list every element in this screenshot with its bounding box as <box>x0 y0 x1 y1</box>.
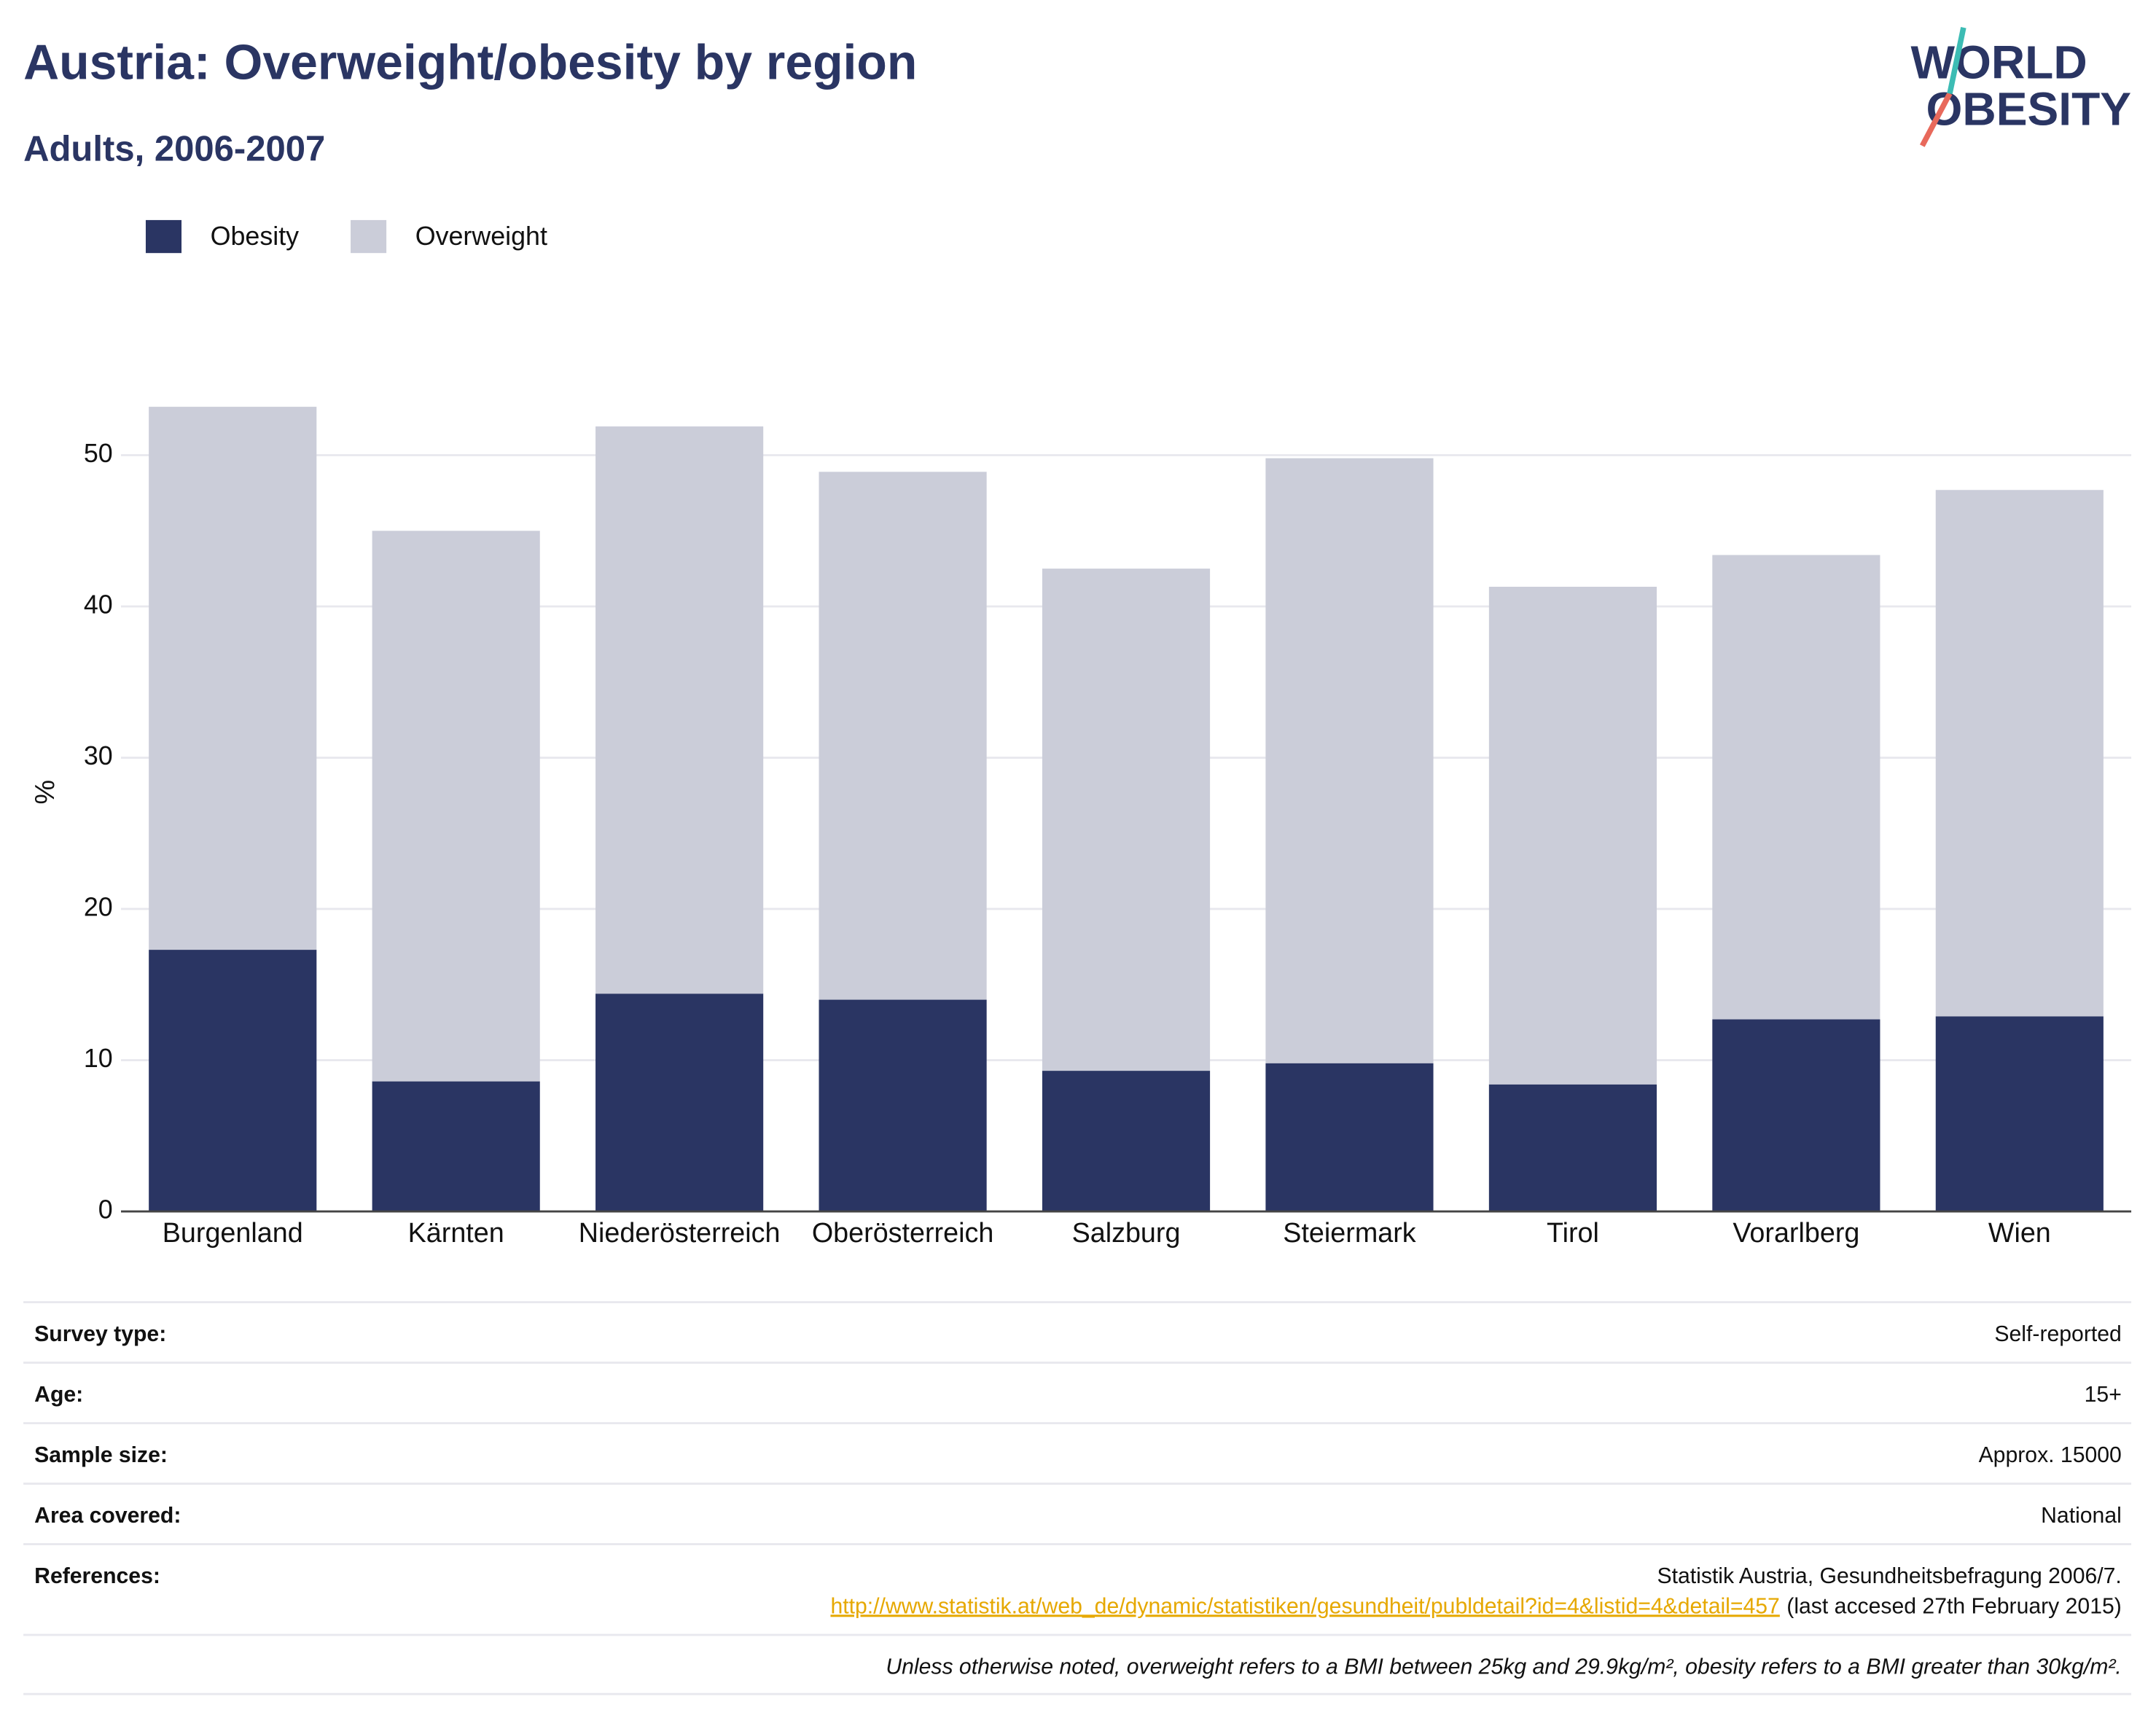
legend-label: Overweight <box>415 222 547 251</box>
bar-segment <box>1488 587 1657 1085</box>
footnote: Unless otherwise noted, overweight refer… <box>886 1655 2122 1679</box>
logo-line: OBESITY <box>1926 83 2132 136</box>
row-label: Area covered: <box>34 1504 181 1528</box>
x-tick-label: Steiermark <box>1283 1217 1415 1248</box>
bar-segment <box>819 999 987 1212</box>
legend-swatch <box>145 219 182 254</box>
legend-label: Obesity <box>211 222 300 251</box>
reference-suffix: (last accesed 27th February 2015) <box>1786 1594 2122 1618</box>
reference-text: Statistik Austria, Gesundheitsbefragung … <box>1657 1564 2121 1588</box>
y-tick-label: 40 <box>84 590 113 619</box>
y-tick-label: 20 <box>84 893 113 922</box>
x-tick-label: Tirol <box>1547 1217 1599 1248</box>
row-value: National <box>2041 1504 2122 1528</box>
y-tick-label: 0 <box>98 1195 113 1225</box>
bar-segment <box>1935 1016 2104 1212</box>
bar-segment <box>1265 1063 1434 1212</box>
row-label: Survey type: <box>34 1322 166 1346</box>
chart-subtitle: Adults, 2006-2007 <box>23 130 325 169</box>
x-tick-label: Vorarlberg <box>1733 1217 1859 1248</box>
row-label: Sample size: <box>34 1443 168 1467</box>
x-tick-label: Niederösterreich <box>579 1217 781 1248</box>
bar-segment <box>1265 458 1434 1063</box>
row-value: Approx. 15000 <box>1979 1443 2122 1467</box>
row-value: 15+ <box>2085 1383 2122 1407</box>
bar-segment <box>1712 555 1880 1020</box>
bar-segment <box>1042 569 1211 1071</box>
bar-segment <box>1712 1019 1880 1212</box>
row-value: Self-reported <box>1994 1322 2121 1346</box>
x-tick-label: Kärnten <box>408 1217 504 1248</box>
row-label: Age: <box>34 1383 83 1407</box>
bar-segment <box>819 472 987 1000</box>
logo-line: WORLD <box>1910 36 2087 89</box>
bar-segment <box>149 407 317 950</box>
y-tick-label: 30 <box>84 741 113 770</box>
x-tick-label: Burgenland <box>163 1217 303 1248</box>
x-tick-label: Wien <box>1988 1217 2051 1248</box>
bar-segment <box>1042 1071 1211 1212</box>
bar-segment <box>1488 1084 1657 1212</box>
y-axis-label: % <box>29 780 60 805</box>
y-tick-label: 10 <box>84 1044 113 1073</box>
row-label: References: <box>34 1564 160 1588</box>
x-tick-label: Salzburg <box>1072 1217 1181 1248</box>
bar-segment <box>1935 490 2104 1017</box>
bar-segment <box>372 531 540 1082</box>
reference-link[interactable]: http://www.statistik.at/web_de/dynamic/s… <box>830 1594 1779 1618</box>
logo-slash <box>1919 92 1953 147</box>
bar-segment <box>595 426 764 994</box>
y-tick-label: 50 <box>84 439 113 468</box>
chart-title: Austria: Overweight/obesity by region <box>23 36 917 90</box>
bar-segment <box>372 1081 540 1212</box>
bar-segment <box>149 950 317 1212</box>
logo-slash <box>1947 27 1966 95</box>
x-tick-label: Oberösterreich <box>812 1217 993 1248</box>
legend-swatch <box>351 219 387 254</box>
bar-segment <box>595 993 764 1212</box>
